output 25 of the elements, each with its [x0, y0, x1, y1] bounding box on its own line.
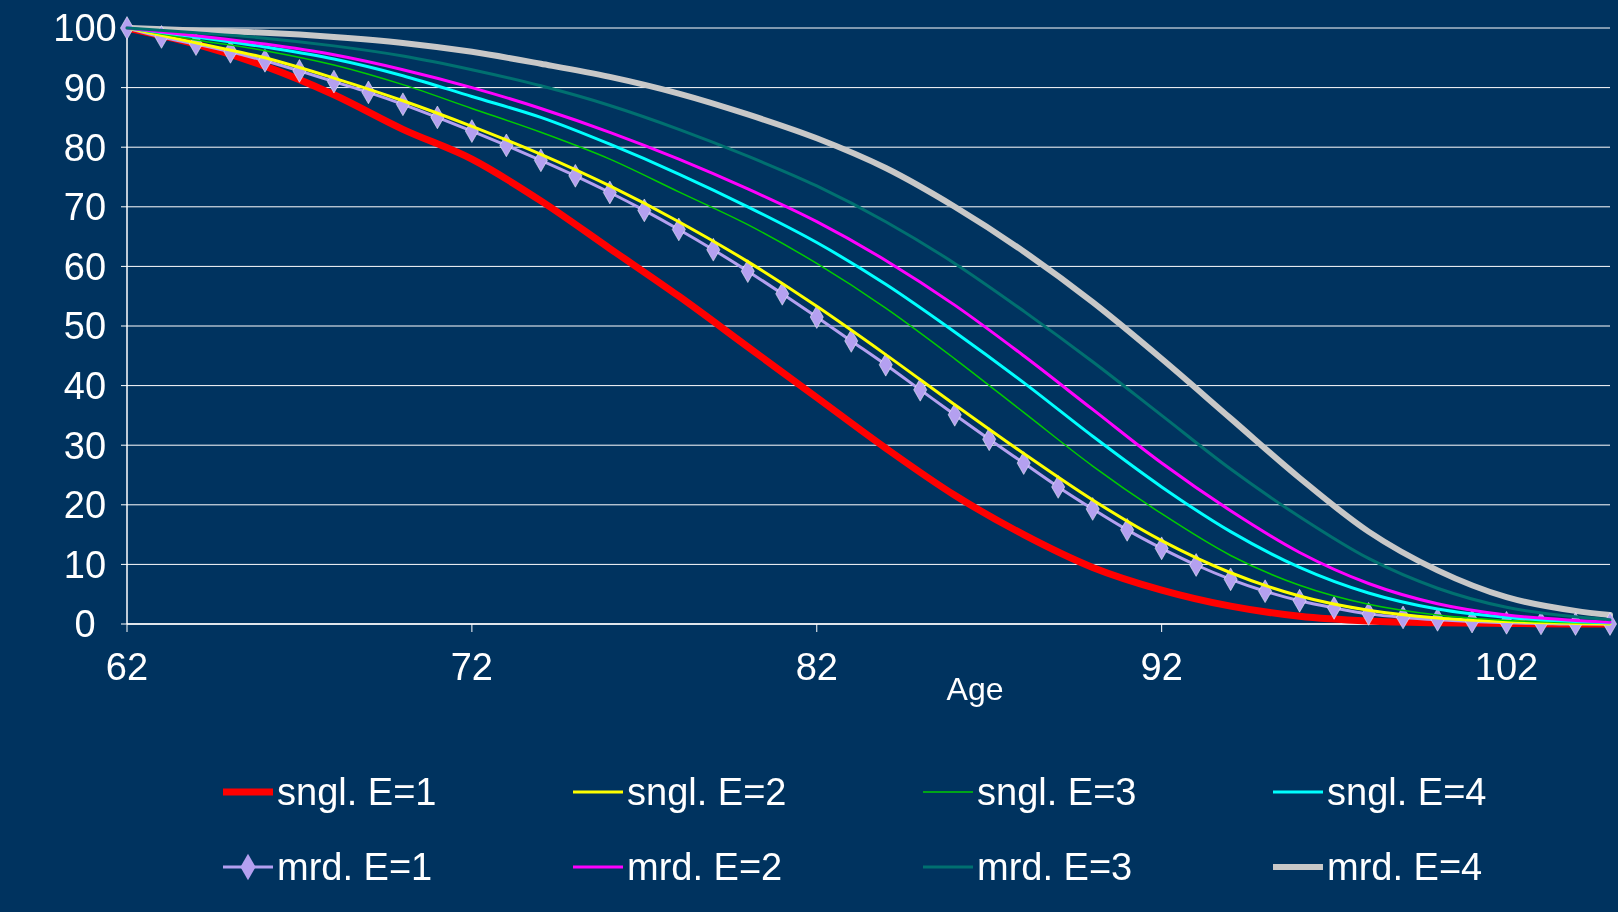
y-tick-label: 10 — [63, 543, 107, 586]
y-tick-label: 50 — [63, 305, 107, 348]
legend-label: mrd. E=4 — [1327, 846, 1483, 889]
y-tick-label: 20 — [63, 484, 107, 527]
legend-label: sngl. E=3 — [977, 771, 1137, 814]
legend-label: sngl. E=1 — [277, 771, 437, 814]
x-tick-label: 62 — [105, 646, 149, 688]
legend-label: sngl. E=2 — [627, 771, 787, 814]
x-axis-title: Age — [946, 671, 1004, 707]
y-tick-label: 0 — [74, 603, 96, 646]
y-tick-label: 100 — [53, 7, 117, 50]
x-tick-label: 72 — [450, 646, 494, 688]
y-tick-label: 30 — [63, 424, 107, 467]
legend-label: sngl. E=4 — [1327, 771, 1487, 814]
y-tick-label: 90 — [63, 66, 107, 109]
y-tick-label: 60 — [63, 245, 107, 288]
legend-label: mrd. E=1 — [277, 846, 433, 889]
legend-label: mrd. E=3 — [977, 846, 1133, 889]
y-tick-label: 80 — [63, 126, 107, 169]
x-tick-label: 102 — [1474, 646, 1539, 688]
y-tick-label: 70 — [63, 186, 107, 229]
y-tick-label: 40 — [63, 364, 107, 407]
legend-label: mrd. E=2 — [627, 846, 783, 889]
x-tick-label: 92 — [1140, 646, 1183, 688]
x-tick-label: 82 — [795, 646, 838, 688]
